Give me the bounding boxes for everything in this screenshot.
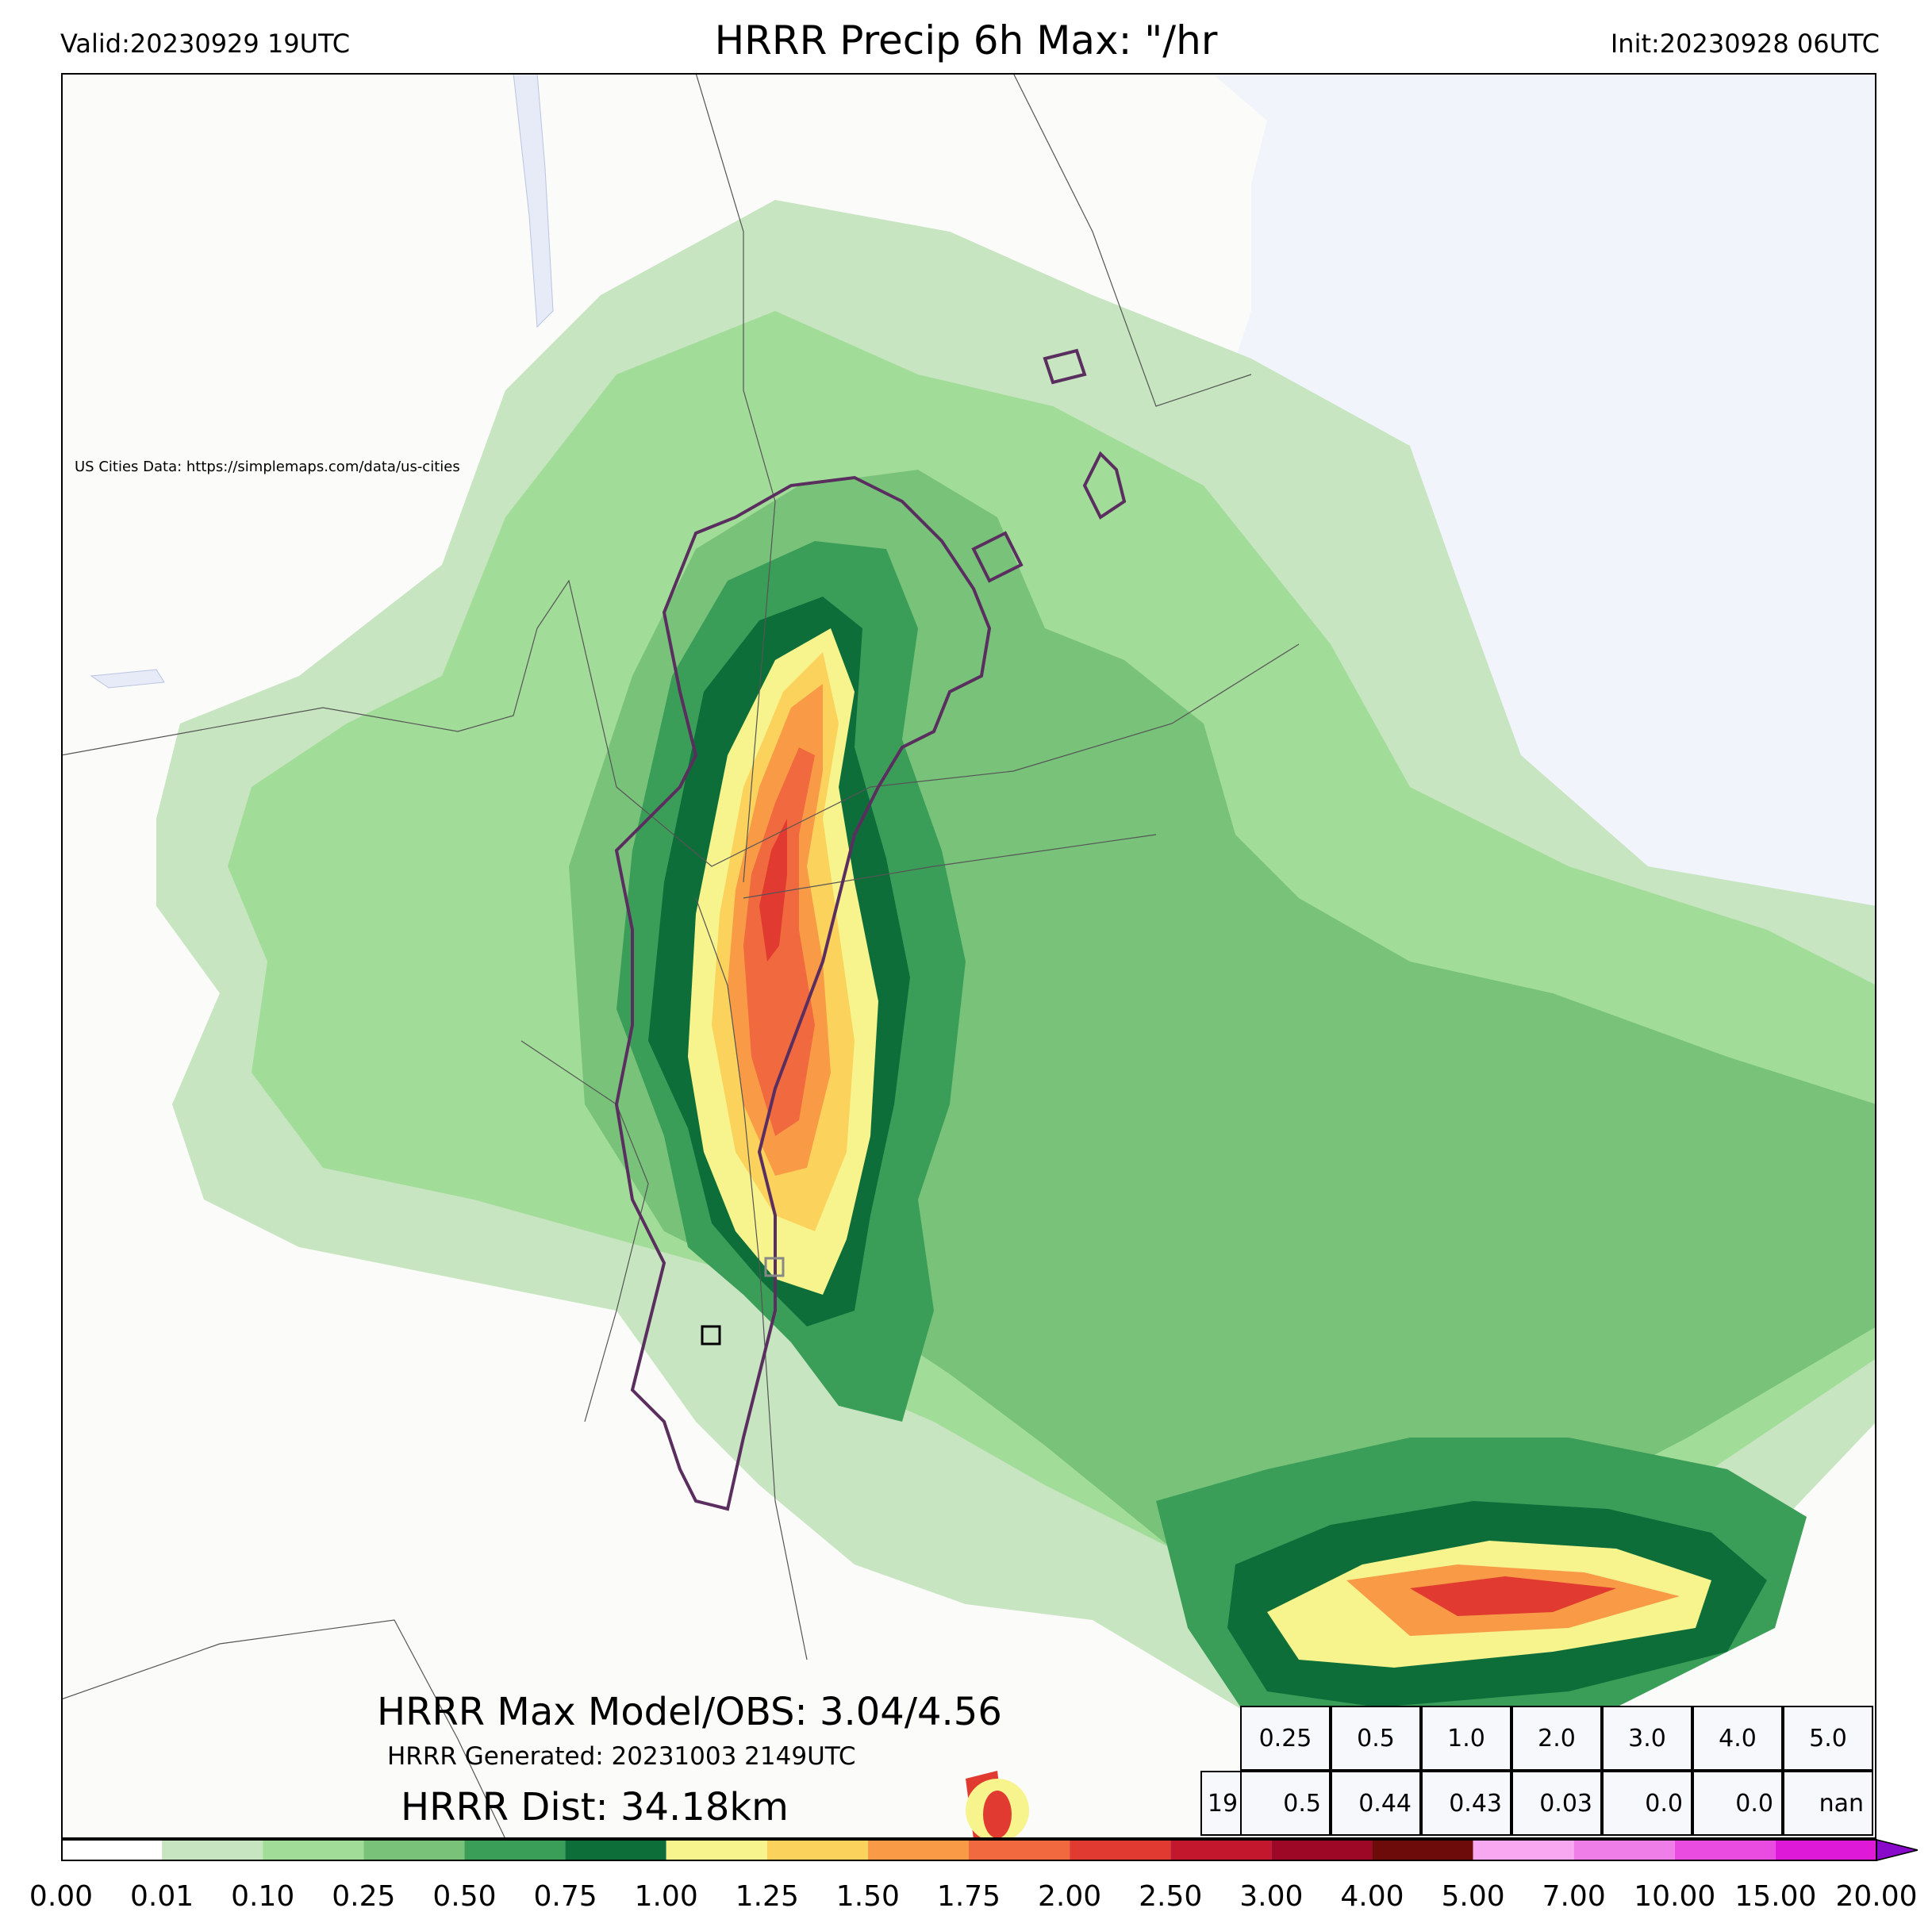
colorbar-extend-arrow <box>1876 1839 1918 1861</box>
colorbar-segment <box>867 1840 969 1860</box>
colorbar-segment <box>1271 1840 1373 1860</box>
colorbar-tick-label: 10.00 <box>1634 1880 1716 1913</box>
colorbar-tick-label: 0.25 <box>332 1880 396 1913</box>
observed-contour <box>614 475 992 1511</box>
threshold-header-cell: 0.5 <box>1331 1706 1421 1771</box>
colorbar-segment <box>969 1840 1070 1860</box>
colorbar-segment <box>1070 1840 1171 1860</box>
colorbar-segment <box>162 1840 263 1860</box>
colorbar-segment <box>1473 1840 1574 1860</box>
threshold-value-cell: 0.44 <box>1331 1771 1421 1836</box>
colorbar-segment <box>666 1840 767 1860</box>
init-time-label: Init:20230928 06UTC <box>1610 29 1880 59</box>
observed-contour <box>971 531 1024 583</box>
colorbar-segment <box>61 1840 163 1860</box>
observed-contour <box>1082 451 1127 520</box>
colorbar-frame <box>61 1839 1877 1861</box>
station-marker <box>701 1325 721 1346</box>
threshold-header-cell: 0.25 <box>1240 1706 1331 1771</box>
colorbar-segment <box>263 1840 364 1860</box>
colorbar-segment <box>1170 1840 1272 1860</box>
distance-label: HRRR Dist: 34.18km <box>401 1785 789 1829</box>
colorbar-tick-label: 0.00 <box>29 1880 94 1913</box>
threshold-value-cell: 0.0 <box>1602 1771 1692 1836</box>
colorbar-tick-label: 7.00 <box>1542 1880 1606 1913</box>
threshold-header-cell: 5.0 <box>1783 1706 1873 1771</box>
threshold-value-cell: 0.0 <box>1692 1771 1783 1836</box>
colorbar-tick-label: 1.00 <box>634 1880 698 1913</box>
threshold-value-cell: 0.5 <box>1240 1771 1331 1836</box>
precip-field <box>156 200 1876 1839</box>
colorbar-segment <box>565 1840 666 1860</box>
threshold-value-cell: 0.43 <box>1421 1771 1511 1836</box>
colorbar-tick-label: 2.50 <box>1139 1880 1203 1913</box>
colorbar-tick-label: 5.00 <box>1441 1880 1505 1913</box>
threshold-header-cell: 3.0 <box>1602 1706 1692 1771</box>
colorbar-tick-label: 15.00 <box>1734 1880 1817 1913</box>
colorbar-tick-label: 2.00 <box>1038 1880 1102 1913</box>
colorbar-tick-label: 0.01 <box>130 1880 194 1913</box>
chart-title: HRRR Precip 6h Max: "/hr <box>714 17 1218 63</box>
colorbar-segment <box>1573 1840 1675 1860</box>
colorbar-segment <box>464 1840 566 1860</box>
valid-time-label: Valid:20230929 19UTC <box>60 29 351 59</box>
threshold-row-label: 19 <box>1200 1771 1245 1836</box>
threshold-header-cell: 4.0 <box>1692 1706 1783 1771</box>
threshold-header-cell: 2.0 <box>1511 1706 1602 1771</box>
threshold-value-cell: 0.03 <box>1511 1771 1602 1836</box>
precip-map <box>61 73 1876 1839</box>
colorbar-tick-label: 3.00 <box>1239 1880 1304 1913</box>
colorbar-tick-label: 4.00 <box>1340 1880 1404 1913</box>
colorbar <box>61 1839 1918 1861</box>
colorbar-tick-label: 0.10 <box>231 1880 295 1913</box>
borders <box>61 73 1300 1839</box>
threshold-header-cell: 1.0 <box>1421 1706 1511 1771</box>
max-model-obs-label: HRRR Max Model/OBS: 3.04/4.56 <box>377 1690 1002 1734</box>
observed-contour <box>1043 348 1087 385</box>
data-credit: US Cities Data: https://simplemaps.com/d… <box>75 459 460 475</box>
colorbar-segment <box>363 1840 465 1860</box>
threshold-value-cell: nan <box>1783 1771 1873 1836</box>
lake <box>90 669 165 689</box>
lake <box>513 73 554 328</box>
colorbar-segment <box>1372 1840 1473 1860</box>
colorbar-tick-label: 1.25 <box>735 1880 799 1913</box>
colorbar-tick-label: 0.75 <box>533 1880 597 1913</box>
colorbar-tick-label: 0.50 <box>432 1880 497 1913</box>
colorbar-segment <box>766 1840 868 1860</box>
colorbar-segment <box>1674 1840 1776 1860</box>
station-marker <box>764 1257 785 1277</box>
colorbar-tick-label: 1.75 <box>936 1880 1001 1913</box>
colorbar-tick-label: 1.50 <box>835 1880 900 1913</box>
colorbar-tick-label: 20.00 <box>1835 1880 1918 1913</box>
colorbar-segment <box>1775 1840 1876 1860</box>
map-frame <box>61 73 1876 1839</box>
generated-label: HRRR Generated: 20231003 2149UTC <box>387 1742 856 1771</box>
